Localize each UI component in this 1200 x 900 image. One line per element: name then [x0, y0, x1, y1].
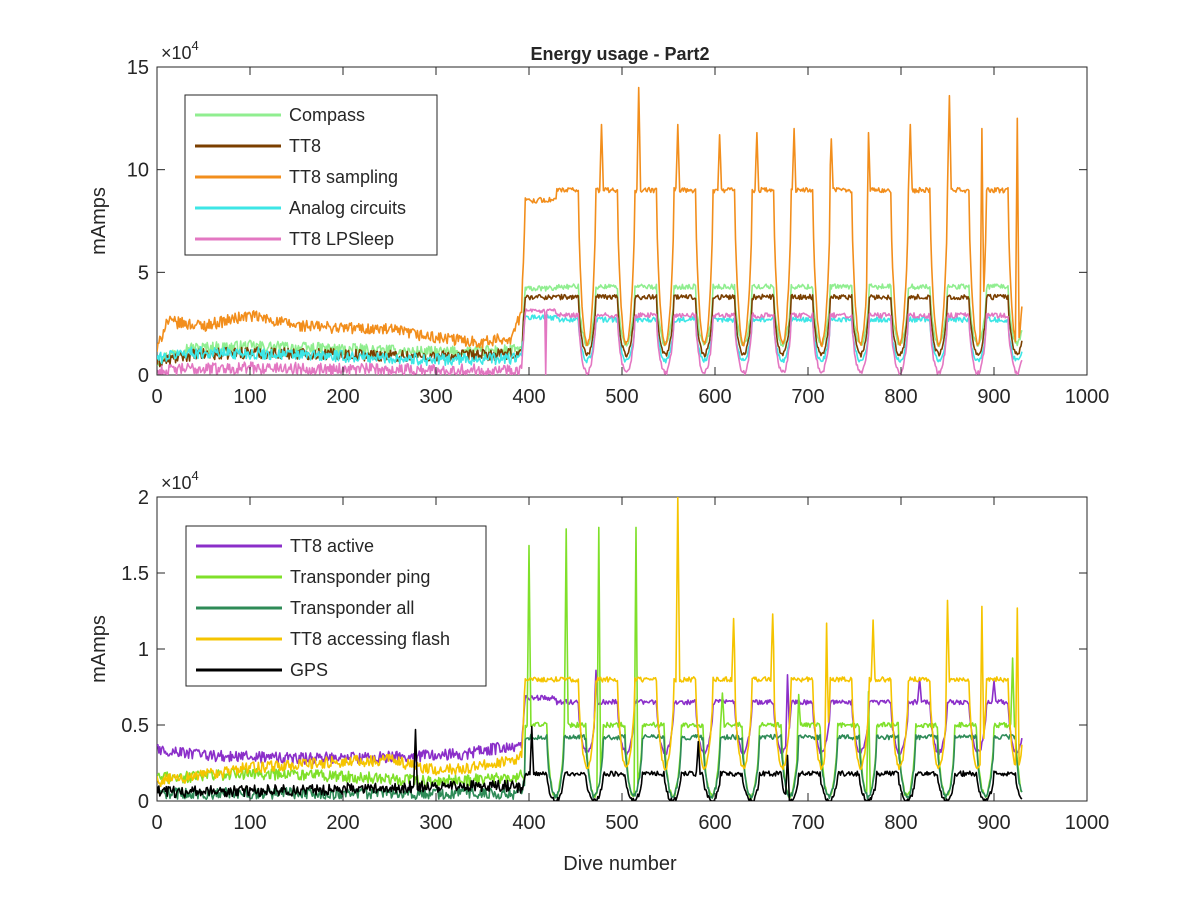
y-tick-label: 0	[138, 791, 149, 813]
x-tick-label: 400	[512, 386, 545, 408]
x-tick-label: 600	[698, 812, 731, 834]
series-line-tt8-sampling	[157, 86, 1023, 352]
legend-label: TT8 sampling	[289, 167, 398, 187]
y-axis-exponent-power: 4	[192, 468, 199, 483]
x-tick-label: 300	[419, 812, 452, 834]
legend-label: Compass	[289, 105, 365, 125]
x-tick-label: 500	[605, 386, 638, 408]
x-tick-label: 0	[151, 386, 162, 408]
y-tick-label: 15	[127, 57, 149, 79]
legend: TT8 active Transponder ping Transponder al…	[185, 525, 487, 687]
y-axis-label: mAmps	[88, 615, 110, 683]
x-tick-label: 800	[884, 812, 917, 834]
y-tick-label: 0.5	[121, 715, 149, 737]
x-tick-label: 200	[326, 386, 359, 408]
x-tick-label: 900	[977, 386, 1010, 408]
legend-label: TT8 active	[290, 536, 374, 556]
top-subplot: 0 100 200 300 400 500 600 700 800 900 1000051015×1…	[88, 38, 1109, 408]
legend-label: Transponder ping	[290, 567, 430, 587]
legend-box	[185, 525, 487, 687]
series-line-tt8-active	[157, 669, 1023, 765]
series-lines	[157, 497, 1023, 801]
series-line-gps	[157, 725, 1023, 801]
x-tick-label: 700	[791, 386, 824, 408]
y-tick-label: 2	[138, 487, 149, 509]
x-tick-label: 900	[977, 812, 1010, 834]
figure-title: Energy usage - Part2	[530, 44, 709, 64]
legend-label: TT8 LPSleep	[289, 229, 394, 249]
x-tick-label: 800	[884, 386, 917, 408]
series-line-tt8-lpsleep	[157, 308, 1023, 375]
y-tick-label: 0	[138, 365, 149, 387]
x-tick-label: 200	[326, 812, 359, 834]
x-tick-label: 1000	[1065, 386, 1110, 408]
y-tick-label: 1	[138, 639, 149, 661]
series-line-analog-circuits	[157, 314, 1023, 366]
legend-label: Transponder all	[290, 598, 414, 618]
legend-box	[184, 94, 438, 256]
series-line-tt8-accessing-flash	[157, 497, 1023, 788]
series-line-compass	[157, 283, 1023, 366]
legend-label: TT8 accessing flash	[290, 629, 450, 649]
x-tick-label: 300	[419, 386, 452, 408]
y-tick-label: 1.5	[121, 563, 149, 585]
x-tick-label: 700	[791, 812, 824, 834]
legend: Compass TT8 TT8 sampling Analog circuits TT8…	[184, 94, 438, 256]
x-tick-label: 1000	[1065, 812, 1110, 834]
series-lines	[157, 86, 1023, 375]
y-axis-label: mAmps	[88, 187, 110, 255]
y-tick-label: 10	[127, 160, 149, 182]
bottom-x-axis-label: Dive number	[563, 853, 677, 875]
bottom-subplot: 0 100 200 300 400 500 600 700 800 900 1000 0 0.5 1 1.5…	[88, 468, 1109, 834]
legend-label: GPS	[290, 660, 328, 680]
x-tick-label: 0	[151, 812, 162, 834]
y-axis-exponent-power: 4	[192, 38, 199, 53]
legend-label: TT8	[289, 136, 321, 156]
x-tick-label: 400	[512, 812, 545, 834]
legend-label: Analog circuits	[289, 198, 406, 218]
x-tick-label: 100	[233, 386, 266, 408]
x-tick-label: 100	[233, 812, 266, 834]
x-tick-label: 600	[698, 386, 731, 408]
series-line-transponder-all	[157, 733, 1023, 800]
y-tick-label: 5	[138, 262, 149, 284]
x-tick-label: 500	[605, 812, 638, 834]
